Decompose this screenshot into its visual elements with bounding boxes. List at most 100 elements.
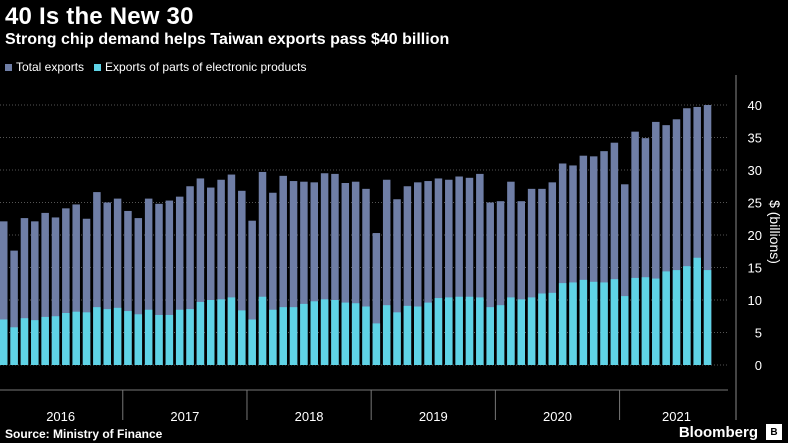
bar-electronic-exports [496,305,505,365]
bar-electronic-exports [424,302,432,365]
bar-total-exports [134,218,143,365]
bar-electronic-exports [372,323,381,365]
bar-total-exports [610,142,619,365]
bar-electronic-exports [631,277,639,365]
bar-electronic-exports [113,307,122,365]
bar-total-exports [496,201,505,365]
bar-electronic-exports [403,305,412,365]
bar-total-exports [445,179,453,365]
bar-total-exports [693,106,701,365]
x-tick-label: 2016 [46,409,75,424]
bar-total-exports [579,155,588,365]
bar-total-exports [662,125,670,366]
bar-electronic-exports [610,279,619,365]
bar-electronic-exports [0,319,8,365]
bar-electronic-exports [434,298,443,365]
legend-swatch-electronic [94,63,102,71]
bar-electronic-exports [51,316,60,365]
bar-electronic-exports [507,297,515,365]
bar-total-exports [155,203,163,365]
bar-total-exports [103,202,111,365]
bar-total-exports [289,181,298,365]
bar-electronic-exports [558,283,567,365]
bar-total-exports [455,176,463,365]
bar-total-exports [217,179,225,365]
y-tick-label: 5 [755,326,762,341]
bar-electronic-exports [362,306,370,365]
bar-electronic-exports [300,303,308,365]
bar-electronic-exports [10,327,18,365]
bar-electronic-exports [31,320,39,365]
bar-total-exports [476,173,484,365]
bar-electronic-exports [548,292,557,365]
bar-electronic-exports [455,296,463,365]
legend-item-total: Total exports [5,60,84,74]
bar-total-exports [248,220,256,365]
bar-electronic-exports [103,309,111,365]
bar-total-exports [589,156,598,365]
x-tick-label: 2020 [543,409,572,424]
bar-total-exports [600,151,608,365]
bar-electronic-exports [662,271,670,365]
legend: Total exports Exports of parts of electr… [5,60,306,74]
bar-electronic-exports [693,257,701,365]
y-axis-label: $ (billions) [767,200,783,264]
bar-electronic-exports [144,309,153,365]
bar-total-exports [621,184,629,365]
bar-electronic-exports [331,300,339,365]
x-tick-label: 2018 [295,409,324,424]
x-tick-label: 2019 [419,409,448,424]
bar-electronic-exports [289,307,298,365]
bar-total-exports [538,188,546,365]
bar-total-exports [331,173,339,365]
bar-electronic-exports [72,311,80,365]
legend-label-total: Total exports [16,60,85,74]
bar-electronic-exports [538,293,546,365]
bar-total-exports [124,210,132,365]
y-tick-label: 40 [748,98,762,113]
bar-total-exports [434,178,443,365]
x-tick-label: 2021 [662,409,691,424]
bar-total-exports [382,179,391,365]
bar-total-exports [186,186,194,365]
bar-electronic-exports [527,297,536,365]
bar-total-exports [414,182,422,365]
source-note: Source: Ministry of Finance [5,427,163,441]
bar-electronic-exports [579,279,588,365]
bar-total-exports [683,108,691,365]
bar-electronic-exports [382,305,391,365]
bar-total-exports [527,188,536,365]
bar-total-exports [641,138,650,365]
bar-electronic-exports [351,303,360,365]
brand-logo: Bloomberg [678,424,758,441]
bar-electronic-exports [414,306,422,365]
bar-total-exports [279,175,287,365]
bar-total-exports [113,198,122,365]
bar-total-exports [507,181,515,365]
bar-electronic-exports [196,301,205,365]
y-tick-label: 20 [748,228,762,243]
bar-total-exports [82,218,91,365]
bar-total-exports [51,217,60,365]
bar-total-exports [93,192,101,365]
bar-total-exports [238,190,246,365]
legend-label-electronic: Exports of parts of electronic products [105,60,307,74]
bar-total-exports [165,200,174,365]
bar-total-exports [300,181,308,365]
y-tick-label: 10 [748,293,762,308]
bar-total-exports [227,174,236,365]
bar-electronic-exports [641,277,650,365]
bar-total-exports [351,181,360,365]
bar-electronic-exports [310,301,318,365]
bar-total-exports [372,233,381,365]
bar-electronic-exports [227,297,236,365]
bar-electronic-exports [186,309,194,365]
legend-item-electronic: Exports of parts of electronic products [94,60,306,74]
x-tick-label: 2017 [170,409,199,424]
y-tick-label: 30 [748,163,762,178]
bar-electronic-exports [621,296,629,365]
bar-total-exports [631,131,639,365]
bar-total-exports [703,105,712,365]
bar-electronic-exports [600,282,608,365]
bar-electronic-exports [207,300,215,365]
